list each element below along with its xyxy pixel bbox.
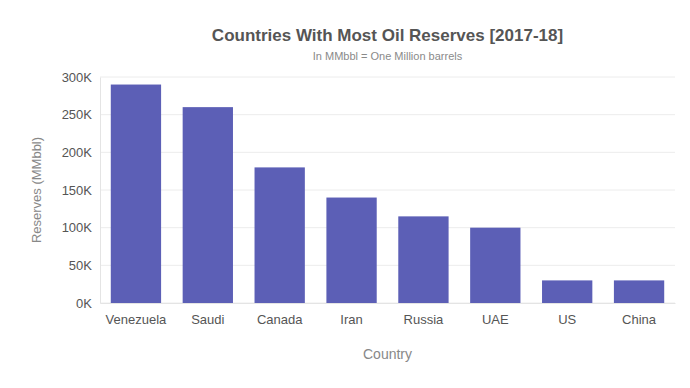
- y-tick: 100K: [62, 220, 100, 235]
- bar: [326, 198, 376, 303]
- y-tick-label: 50K: [69, 258, 92, 273]
- x-tick: Canada: [257, 303, 303, 327]
- bar: [398, 216, 448, 303]
- y-axis-title: Reserves (MMbbl): [29, 137, 44, 243]
- bar: [470, 228, 520, 303]
- y-tick: 200K: [62, 145, 100, 160]
- x-tick: Venezuela: [106, 303, 167, 327]
- bar: [542, 280, 592, 303]
- x-tick-label: Venezuela: [106, 312, 167, 327]
- y-axis-line: [100, 78, 101, 304]
- x-tick-label: US: [558, 312, 576, 327]
- bar: [255, 167, 305, 303]
- y-tick: 250K: [62, 107, 100, 122]
- y-tick-label: 300K: [62, 70, 93, 85]
- x-tick-label: Canada: [257, 312, 303, 327]
- y-tick-label: 250K: [62, 107, 93, 122]
- y-tick-label: 100K: [62, 220, 93, 235]
- x-tick-label: UAE: [482, 312, 509, 327]
- x-tick: US: [558, 303, 576, 327]
- x-tick: Saudi: [191, 303, 224, 327]
- x-tick: Iran: [340, 303, 362, 327]
- y-tick: 150K: [62, 183, 100, 198]
- plot-area: 0K 50K 100K 150K 200K 250K 300K Venezuela Saudi C…: [62, 70, 676, 328]
- y-tick: 300K: [62, 70, 100, 85]
- y-tick-label: 0K: [76, 296, 92, 311]
- x-tick-label: Russia: [404, 312, 445, 327]
- x-tick-label: Saudi: [191, 312, 224, 327]
- chart: 0K 50K 100K 150K 200K 250K 300K Venezuela Saudi C…: [0, 0, 690, 388]
- x-tick: China: [622, 303, 657, 327]
- title: Countries With Most Oil Reserves [2017-1…: [212, 26, 563, 45]
- y-axis: 0K 50K 100K 150K 200K 250K 300K: [62, 70, 101, 311]
- bar: [111, 85, 161, 303]
- y-tick-label: 200K: [62, 145, 93, 160]
- bar: [183, 107, 233, 303]
- bars: [111, 85, 664, 303]
- x-axis-title: Country: [363, 346, 412, 362]
- x-tick-label: Iran: [340, 312, 362, 327]
- grid: [100, 77, 675, 303]
- subtitle: In MMbbl = One Million barrels: [313, 50, 463, 62]
- x-tick: Russia: [404, 303, 445, 327]
- x-tick: UAE: [482, 303, 509, 327]
- bar: [614, 280, 664, 303]
- x-axis: Venezuela Saudi Canada Iran Russia UAE US China: [101, 303, 676, 327]
- x-tick-label: China: [622, 312, 657, 327]
- y-tick: 50K: [69, 258, 100, 273]
- grid-line: [100, 77, 675, 78]
- x-axis-line: [101, 303, 676, 304]
- y-tick: 0K: [76, 296, 100, 311]
- y-tick-label: 150K: [62, 183, 93, 198]
